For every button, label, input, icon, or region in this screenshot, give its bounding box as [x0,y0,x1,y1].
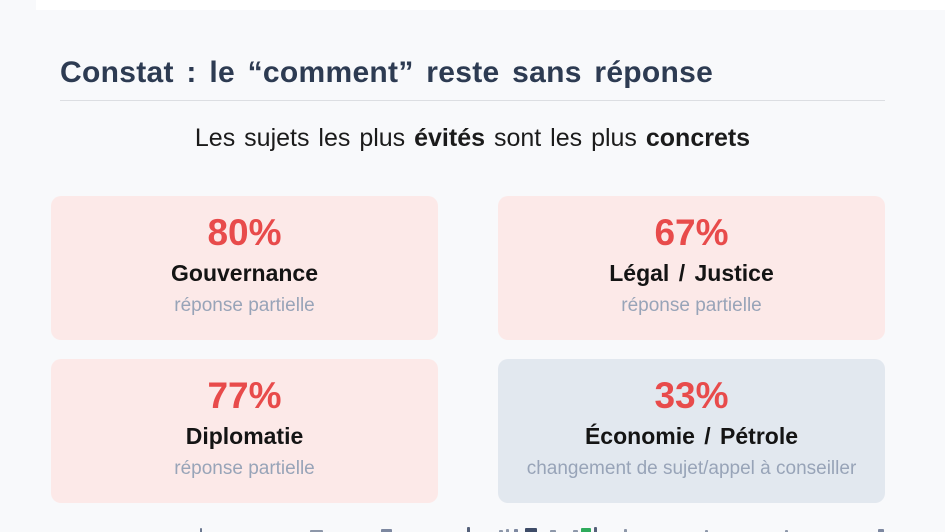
cutoff-text-fragment [514,529,518,532]
stat-caption: réponse partielle [621,295,762,316]
stat-card-diplomatie: 77% Diplomatie réponse partielle [51,359,438,503]
stat-percent: 67% [654,212,729,253]
cutoff-text-fragment [878,529,884,532]
stat-card-economie-petrole: 33% Économie / Pétrole changement de suj… [498,359,885,503]
stat-label: Légal / Justice [609,260,774,286]
cutoff-text-fragment [785,530,788,532]
stat-cards-grid: 80% Gouvernance réponse partielle 67% Lé… [51,196,885,503]
stat-percent: 33% [654,375,729,416]
cutoff-text-fragment [594,527,597,532]
cutoff-text-fragment [705,530,708,532]
cutoff-text-fragment [499,530,503,532]
stat-caption: changement de sujet/appel à conseiller [526,458,857,479]
stat-caption: réponse partielle [174,458,315,479]
cutoff-text-fragment [573,530,578,532]
title-divider [60,100,885,101]
stat-card-legal-justice: 67% Légal / Justice réponse partielle [498,196,885,340]
top-white-strip [36,0,945,10]
cutoff-text-row [0,524,945,532]
subtitle-emphasis-evites: évités [414,124,486,152]
stat-caption: réponse partielle [174,295,315,316]
stat-label: Gouvernance [171,260,318,286]
cutoff-text-fragment [381,529,392,532]
slide-title: Constat : le “comment” reste sans répons… [60,56,714,90]
cutoff-text-fragment [467,527,470,532]
subtitle-text: Les sujets les plus [194,124,415,152]
stat-label: Diplomatie [185,423,304,449]
subtitle-text: sont les plus [485,124,646,152]
cutoff-text-fragment [310,530,323,532]
stat-percent: 77% [207,375,282,416]
cutoff-text-fragment [624,529,627,532]
stat-card-gouvernance: 80% Gouvernance réponse partielle [51,196,438,340]
stat-label: Économie / Pétrole [584,423,799,449]
cutoff-text-fragment [550,530,556,532]
cutoff-text-fragment [200,528,202,532]
cutoff-text-fragment [581,528,591,532]
cutoff-text-fragment [506,529,509,532]
cutoff-text-fragment [525,528,537,532]
stat-percent: 80% [207,212,282,253]
slide-subtitle: Les sujets les plus évités sont les plus… [0,124,945,153]
subtitle-emphasis-concrets: concrets [645,124,751,152]
